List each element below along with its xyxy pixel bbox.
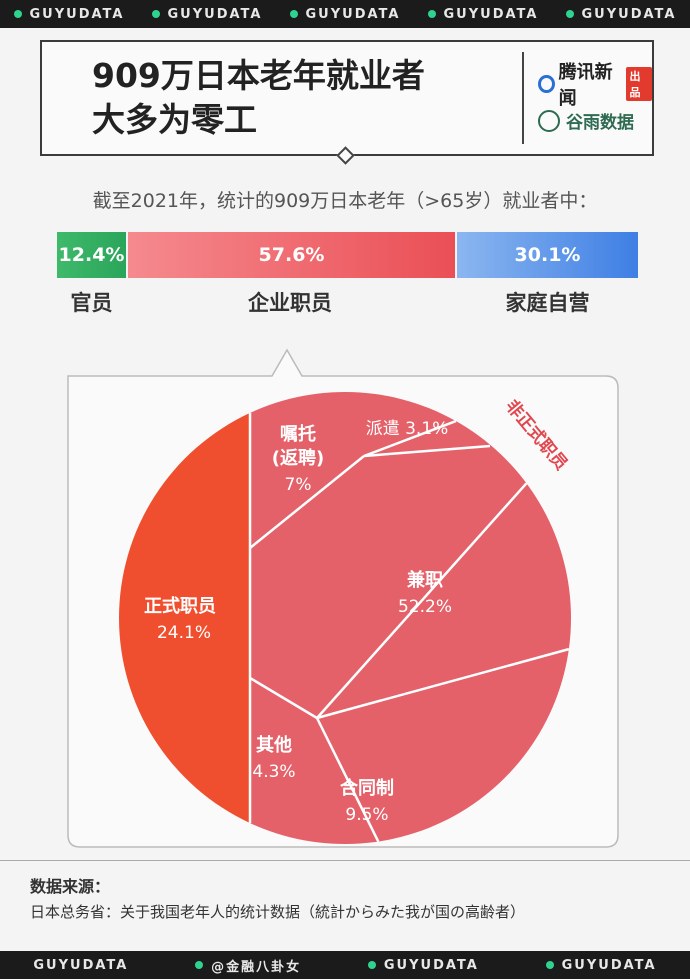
banner-text: GUYUDATA bbox=[29, 6, 125, 22]
pie-label-其他: 其他 bbox=[256, 734, 292, 756]
infographic-card: 909万日本老年就业者 大多为零工 腾讯新闻 出品 谷雨数据 截至2021年，统… bbox=[0, 28, 690, 951]
brand2-name: 谷雨数据 bbox=[566, 113, 634, 133]
banner-text: GUYUDATA bbox=[383, 957, 479, 973]
pie-value-兼职: 52.2% bbox=[398, 597, 452, 617]
bottom-banner: GUYUDATA @金融八卦女 GUYUDATA GUYUDATA bbox=[0, 951, 690, 979]
brand1-tag: 出品 bbox=[626, 67, 652, 101]
pie-slice-正式职员 bbox=[119, 412, 251, 824]
banner-text: GUYUDATA bbox=[581, 6, 677, 22]
pie-value-正式职员: 24.1% bbox=[157, 623, 211, 643]
bar-企业职员: 57.6% bbox=[128, 232, 455, 278]
pie-divider bbox=[316, 482, 528, 719]
pie-label-合同制: 合同制 bbox=[340, 777, 394, 799]
pie-divider bbox=[315, 717, 380, 843]
title-line-1: 909万日本老年就业者 bbox=[92, 56, 425, 95]
pie-sublabel-嘱托: (返聘) bbox=[272, 447, 324, 469]
pie-label-派遣: 派遣 3.1% bbox=[366, 419, 449, 439]
pie-label-兼职: 兼职 bbox=[407, 569, 443, 591]
dot-icon bbox=[195, 961, 204, 969]
bar-label-官员: 12.4% bbox=[58, 244, 125, 266]
banner-text: GUYUDATA bbox=[33, 957, 129, 973]
category-企业职员: 企业职员 bbox=[248, 291, 332, 315]
pie-divider bbox=[249, 455, 365, 549]
pie-label-正式职员: 正式职员 bbox=[144, 595, 216, 617]
banner-text: GUYUDATA bbox=[443, 6, 539, 22]
pie-chart: 正式职员 24.1% 嘱托(返聘) 7% 派遣 3.1% 兼职 52.2% 合同制 9.5% 其他… bbox=[67, 348, 619, 848]
dot-icon bbox=[289, 10, 298, 18]
pie-value-嘱托: 7% bbox=[285, 475, 312, 495]
bar-label-企业职员: 57.6% bbox=[258, 244, 325, 266]
category-官员: 官员 bbox=[70, 291, 113, 315]
tencent-news-logo-icon bbox=[538, 75, 555, 93]
banner-text: GUYUDATA bbox=[167, 6, 263, 22]
header-box: 909万日本老年就业者 大多为零工 腾讯新闻 出品 谷雨数据 bbox=[40, 40, 654, 156]
dot-icon bbox=[545, 961, 554, 969]
bar-label-家庭自营: 30.1% bbox=[514, 244, 581, 266]
bar-官员: 12.4% bbox=[57, 232, 126, 278]
source-block: 数据来源： 日本总务省：关于我国老年人的统计数据（統計からみた我が国の高齢者） bbox=[30, 873, 525, 922]
guyu-logo-icon bbox=[538, 109, 560, 132]
pie-region-irregular bbox=[250, 391, 572, 844]
dot-icon bbox=[151, 10, 160, 18]
dot-icon bbox=[13, 10, 22, 18]
pie-divider bbox=[363, 419, 457, 458]
category-家庭自营: 家庭自营 bbox=[505, 291, 590, 315]
brand1-name: 腾讯新闻 bbox=[558, 62, 613, 109]
source-text: 日本总务省：关于我国老年人的统计数据（統計からみた我が国の高齢者） bbox=[30, 903, 526, 921]
watermark: @金融八卦女 bbox=[211, 959, 302, 975]
pie-value-其他: 4.3% bbox=[252, 762, 295, 782]
page-title: 909万日本老年就业者 大多为零工 bbox=[92, 54, 425, 142]
dot-icon bbox=[565, 10, 574, 18]
brand-tencent-news: 腾讯新闻 出品 bbox=[538, 58, 652, 110]
pie-divider bbox=[363, 444, 491, 458]
source-divider bbox=[0, 860, 690, 861]
pie-divider bbox=[316, 647, 570, 720]
pie-value-合同制: 9.5% bbox=[345, 805, 388, 825]
header-divider bbox=[522, 52, 524, 144]
pie-label-嘱托: 嘱托 bbox=[280, 423, 316, 445]
dot-icon bbox=[427, 10, 436, 18]
brand-guyu-data: 谷雨数据 bbox=[538, 108, 634, 133]
banner-text: GUYUDATA bbox=[561, 957, 657, 973]
top-banner: GUYUDATA GUYUDATA GUYUDATA GUYUDATA GUYU… bbox=[0, 0, 690, 28]
bar-家庭自营: 30.1% bbox=[457, 232, 638, 278]
title-line-2: 大多为零工 bbox=[92, 100, 257, 139]
source-heading: 数据来源： bbox=[30, 877, 111, 896]
dot-icon bbox=[367, 961, 376, 969]
subtitle: 截至2021年，统计的909万日本老年（>65岁）就业者中： bbox=[92, 190, 598, 212]
banner-text: GUYUDATA bbox=[305, 6, 401, 22]
pie-divider bbox=[249, 676, 318, 720]
